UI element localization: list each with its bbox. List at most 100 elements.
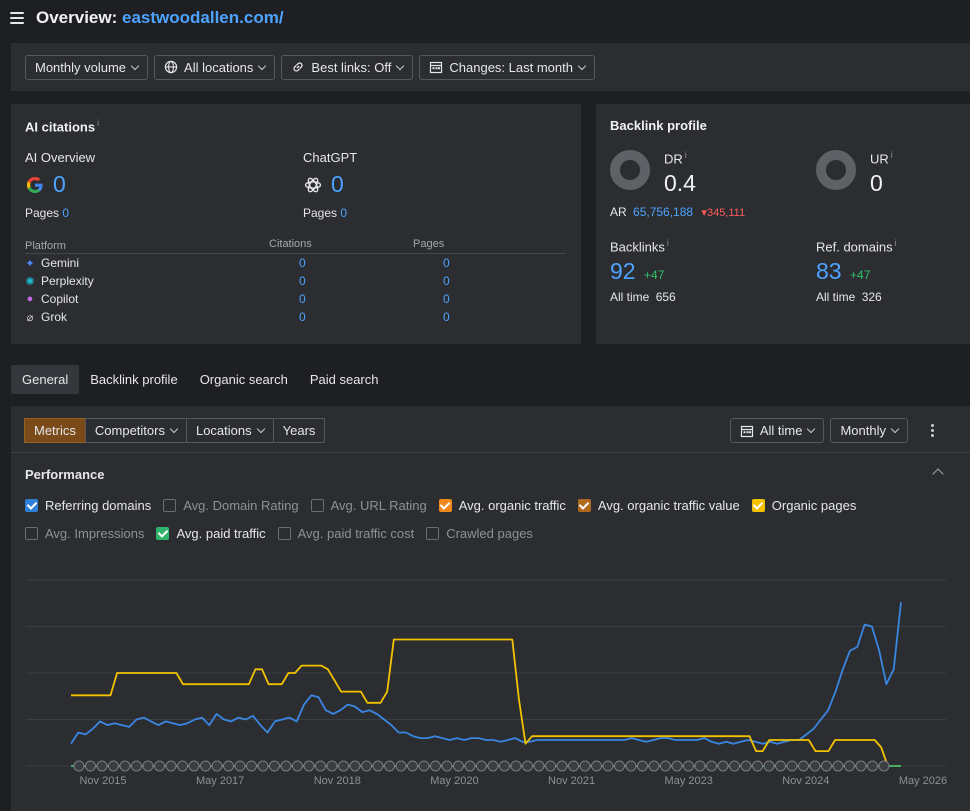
- citations-value[interactable]: 0: [299, 256, 306, 270]
- ai-overview-value[interactable]: 0: [53, 171, 66, 197]
- info-icon[interactable]: i: [666, 238, 669, 248]
- range-dropdown[interactable]: All time: [729, 418, 825, 443]
- update-marker[interactable]: [706, 760, 717, 772]
- update-marker[interactable]: [85, 760, 96, 772]
- update-marker[interactable]: [533, 760, 545, 772]
- update-marker[interactable]: [418, 760, 430, 772]
- update-marker[interactable]: [430, 760, 441, 772]
- citations-value[interactable]: 0: [299, 310, 306, 324]
- update-marker[interactable]: [464, 760, 476, 772]
- metric-checkbox[interactable]: Avg. organic traffic value: [577, 498, 740, 513]
- ar-value[interactable]: 65,756,188: [633, 205, 694, 220]
- update-marker[interactable]: [510, 760, 522, 772]
- update-marker[interactable]: [361, 760, 372, 772]
- update-marker[interactable]: [119, 760, 131, 772]
- update-marker[interactable]: [246, 760, 257, 772]
- update-marker[interactable]: [257, 760, 269, 772]
- metric-checkbox[interactable]: Avg. Domain Rating: [163, 498, 299, 513]
- update-marker[interactable]: [855, 760, 867, 772]
- update-marker[interactable]: [752, 760, 763, 772]
- update-marker[interactable]: [96, 760, 108, 772]
- update-marker[interactable]: [867, 760, 878, 772]
- update-marker[interactable]: [476, 760, 487, 772]
- pages-value[interactable]: 0: [443, 292, 450, 306]
- update-marker[interactable]: [568, 760, 579, 772]
- chatgpt-value[interactable]: 0: [331, 171, 344, 197]
- info-icon[interactable]: i: [97, 118, 100, 128]
- segment-locations[interactable]: Locations: [185, 418, 274, 443]
- update-marker[interactable]: [763, 760, 775, 772]
- update-marker[interactable]: [740, 760, 752, 772]
- update-marker[interactable]: [625, 760, 637, 772]
- best-links-dropdown[interactable]: Best links: Off: [281, 54, 414, 80]
- metric-checkbox[interactable]: Avg. URL Rating: [310, 498, 427, 513]
- pages-value[interactable]: 0: [443, 274, 450, 288]
- info-icon[interactable]: i: [894, 238, 897, 248]
- update-marker[interactable]: [188, 760, 200, 772]
- update-marker[interactable]: [292, 760, 303, 772]
- update-marker[interactable]: [349, 760, 361, 772]
- segment-years[interactable]: Years: [272, 418, 326, 443]
- tab-paid-search[interactable]: Paid search: [309, 372, 379, 387]
- ref-domains-value[interactable]: 83: [816, 258, 842, 285]
- info-icon[interactable]: i: [684, 150, 687, 160]
- update-marker[interactable]: [522, 760, 533, 772]
- monthly-volume-dropdown[interactable]: Monthly volume: [25, 54, 149, 80]
- metric-checkbox[interactable]: Organic pages: [751, 498, 856, 513]
- update-marker[interactable]: [660, 760, 671, 772]
- metric-checkbox[interactable]: Avg. organic traffic: [438, 498, 566, 513]
- chatgpt-pages-value[interactable]: 0: [340, 206, 348, 220]
- update-marker[interactable]: [683, 760, 694, 772]
- update-marker[interactable]: [108, 760, 119, 772]
- segment-metrics[interactable]: Metrics: [24, 418, 86, 443]
- citations-value[interactable]: 0: [299, 274, 306, 288]
- update-marker[interactable]: [453, 760, 464, 772]
- update-marker[interactable]: [832, 760, 844, 772]
- update-marker[interactable]: [200, 760, 211, 772]
- ai-overview-pages-value[interactable]: 0: [62, 206, 70, 220]
- update-marker[interactable]: [579, 760, 591, 772]
- update-marker[interactable]: [326, 760, 338, 772]
- metric-checkbox[interactable]: Crawled pages: [426, 526, 533, 541]
- update-marker[interactable]: [73, 760, 85, 772]
- update-marker[interactable]: [303, 760, 315, 772]
- update-marker[interactable]: [878, 760, 890, 772]
- update-marker[interactable]: [809, 760, 821, 772]
- update-marker[interactable]: [499, 760, 510, 772]
- update-marker[interactable]: [671, 760, 683, 772]
- more-options-icon[interactable]: [922, 418, 942, 443]
- update-marker[interactable]: [142, 760, 154, 772]
- metric-checkbox[interactable]: Avg. paid traffic: [156, 526, 266, 541]
- segment-competitors[interactable]: Competitors: [84, 418, 187, 443]
- backlinks-value[interactable]: 92: [610, 258, 636, 285]
- update-marker[interactable]: [729, 760, 740, 772]
- update-marker[interactable]: [280, 760, 292, 772]
- metric-checkbox[interactable]: Avg. Impressions: [25, 526, 144, 541]
- menu-icon[interactable]: [10, 12, 24, 24]
- pages-value[interactable]: 0: [443, 310, 450, 324]
- update-marker[interactable]: [154, 760, 165, 772]
- tab-backlink-profile[interactable]: Backlink profile: [90, 372, 178, 387]
- update-marker[interactable]: [694, 760, 706, 772]
- update-marker[interactable]: [395, 760, 407, 772]
- title-domain[interactable]: eastwoodallen.com/: [122, 8, 284, 27]
- update-marker[interactable]: [269, 760, 280, 772]
- update-marker[interactable]: [614, 760, 625, 772]
- tab-general[interactable]: General: [11, 365, 80, 394]
- update-marker[interactable]: [211, 760, 223, 772]
- update-marker[interactable]: [384, 760, 395, 772]
- update-marker[interactable]: [545, 760, 556, 772]
- metric-checkbox[interactable]: Referring domains: [25, 498, 151, 513]
- chevron-up-icon[interactable]: [932, 468, 944, 480]
- update-marker[interactable]: [177, 760, 188, 772]
- update-marker[interactable]: [234, 760, 246, 772]
- update-marker[interactable]: [315, 760, 326, 772]
- tab-organic-search[interactable]: Organic search: [199, 372, 288, 387]
- update-marker[interactable]: [786, 760, 798, 772]
- update-marker[interactable]: [717, 760, 729, 772]
- update-marker[interactable]: [338, 760, 349, 772]
- update-marker[interactable]: [165, 760, 177, 772]
- update-marker[interactable]: [372, 760, 384, 772]
- citations-value[interactable]: 0: [299, 292, 306, 306]
- update-marker[interactable]: [591, 760, 602, 772]
